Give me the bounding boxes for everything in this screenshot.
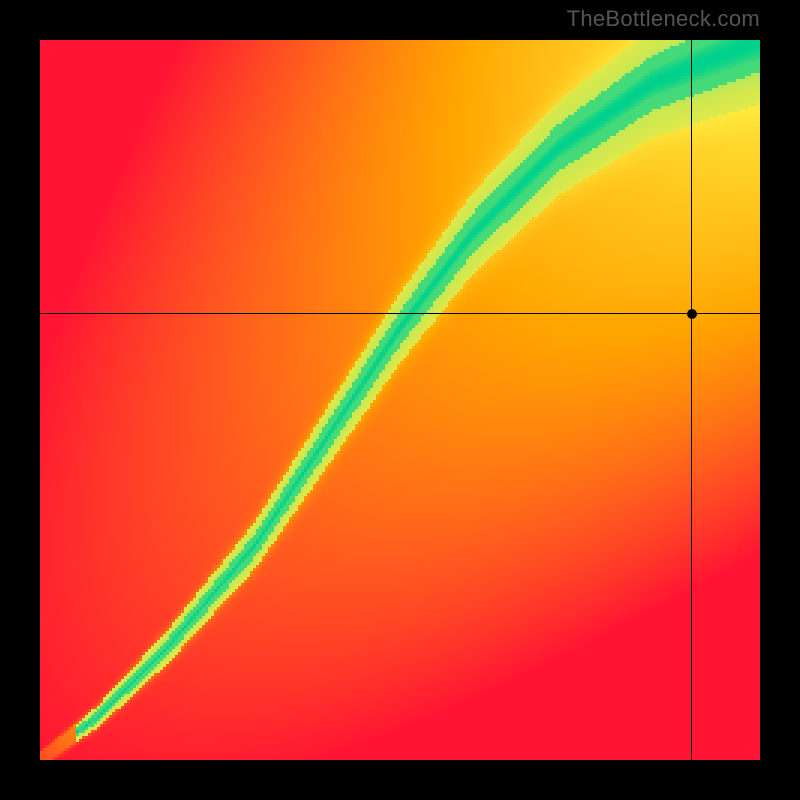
bottleneck-heatmap xyxy=(40,40,760,760)
watermark-text: TheBottleneck.com xyxy=(567,6,760,32)
crosshair-marker xyxy=(687,309,697,319)
chart-container: TheBottleneck.com xyxy=(0,0,800,800)
crosshair-horizontal xyxy=(40,313,760,314)
crosshair-vertical xyxy=(691,40,692,760)
